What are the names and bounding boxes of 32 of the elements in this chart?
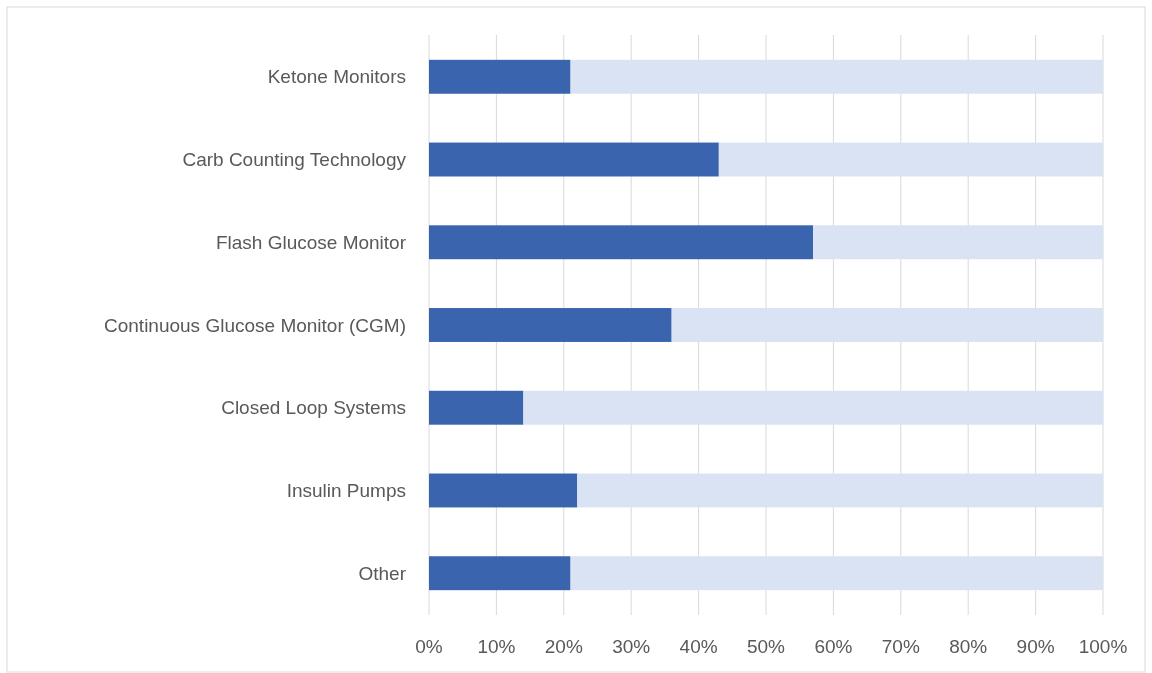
x-tick-label: 50%: [746, 636, 786, 657]
y-tick-label: Continuous Glucose Monitor (CGM): [104, 314, 406, 336]
x-tick-label: 100%: [1078, 636, 1128, 657]
x-tick-label: 70%: [881, 636, 920, 657]
bar: [429, 225, 814, 260]
x-tick-label: 20%: [544, 636, 583, 657]
x-tick-label: 40%: [679, 636, 718, 657]
y-tick-label: Other: [358, 562, 407, 584]
x-tick-label: 90%: [1016, 636, 1055, 657]
x-tick-label: 0%: [415, 636, 443, 657]
bar: [429, 556, 571, 591]
bar: [570, 59, 1103, 94]
bar: [577, 473, 1103, 508]
x-tick-label: 10%: [477, 636, 516, 657]
bar: [429, 59, 571, 94]
bar: [429, 142, 719, 177]
bar: [813, 225, 1103, 260]
bar: [429, 308, 672, 342]
bar: [429, 390, 524, 425]
x-tick-label: 60%: [814, 636, 853, 657]
y-tick-label: Flash Glucose Monitor: [215, 231, 407, 253]
y-tick-label: Carb Counting Technology: [182, 149, 407, 171]
bar: [429, 473, 578, 508]
bar: [671, 308, 1103, 342]
y-tick-label: Closed Loop Systems: [221, 397, 406, 419]
x-tick-label: 30%: [612, 636, 651, 657]
y-tick-label: Ketone Monitors: [267, 66, 406, 88]
bar: [523, 390, 1103, 425]
bar: [570, 556, 1103, 591]
y-tick-label: Insulin Pumps: [286, 480, 406, 502]
x-tick-label: 80%: [949, 636, 988, 657]
bar: [718, 142, 1103, 177]
